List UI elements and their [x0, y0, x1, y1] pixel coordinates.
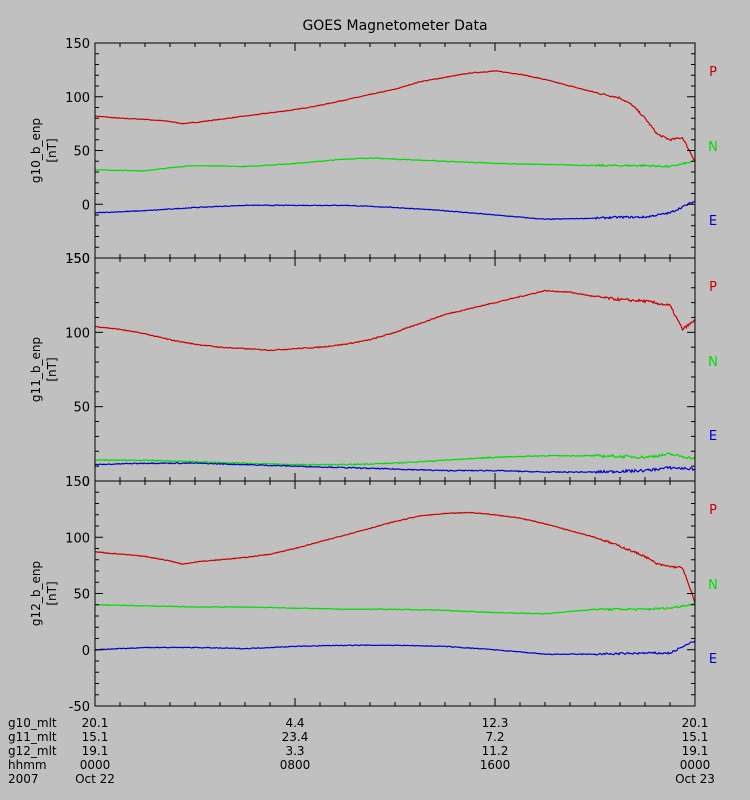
x-tick-label: 4.4 [285, 716, 304, 730]
panel-1-series-e [94, 200, 696, 221]
panel-1-ylabel: g10_b_enp [29, 118, 43, 183]
x-tick-label: Oct 23 [675, 772, 715, 786]
y-tick-label: 0 [82, 644, 90, 659]
panel-3-series-e [94, 640, 696, 656]
legend-e: E [709, 429, 717, 444]
y-tick-label: 150 [65, 475, 90, 490]
y-tick-label: 150 [65, 252, 90, 267]
x-tick-label: 0000 [680, 758, 711, 772]
x-tick-label: 23.4 [282, 730, 309, 744]
panel-3-series-n [94, 602, 696, 615]
x-tick-label: 3.3 [285, 744, 304, 758]
x-tick-label: 20.1 [682, 716, 709, 730]
legend-p: P [709, 280, 717, 295]
panel-2-frame [94, 257, 696, 482]
panel-2-series-e [94, 461, 696, 474]
x-row-label: g10_mlt [8, 716, 57, 730]
x-axis-annotations: g10_mlt 20.1 4.4 12.3 20.1 g11_mlt 15.1 23.4 7.2… [8, 716, 715, 786]
panel-1: -50 0 50 100 150 g10_b_enp [nT] P N E [29, 37, 718, 267]
panel-3-ylabel: g12_b_enp [29, 561, 43, 626]
x-tick-label: 15.1 [82, 730, 109, 744]
y-tick-label: -50 [69, 700, 90, 715]
y-tick-label: 50 [73, 145, 90, 160]
x-tick-label: Oct 22 [75, 772, 115, 786]
panel-1-series-p [94, 70, 696, 162]
x-tick-label: 19.1 [682, 744, 709, 758]
x-row-label: g12_mlt [8, 744, 57, 758]
x-tick-label: 7.2 [485, 730, 504, 744]
panel-2-ylabel: g11_b_enp [29, 337, 43, 402]
legend-n: N [708, 355, 718, 370]
panel-3-yunit: [nT] [45, 581, 59, 605]
x-tick-label: 11.2 [482, 744, 509, 758]
y-tick-label: 100 [65, 326, 90, 341]
legend-e: E [709, 214, 717, 229]
legend-n: N [708, 578, 718, 593]
panel-3-frame [94, 480, 696, 707]
panel-1-series-n [94, 157, 695, 172]
panel-3: -50 0 50 100 150 g12_b_enp [nT] P N E [29, 475, 718, 715]
x-tick-label: 20.1 [82, 716, 109, 730]
x-tick-label: 15.1 [682, 730, 709, 744]
panel-2-yunit: [nT] [45, 357, 59, 381]
panel-1-frame [94, 42, 696, 259]
x-row-label: g11_mlt [8, 730, 57, 744]
y-tick-label: 100 [65, 531, 90, 546]
legend-n: N [708, 140, 718, 155]
x-tick-label: 12.3 [482, 716, 509, 730]
panel-1-yunit: [nT] [45, 138, 59, 162]
y-tick-label: 0 [82, 475, 90, 490]
y-tick-label: 50 [73, 588, 90, 603]
y-tick-label: -50 [69, 252, 90, 267]
x-tick-label: 19.1 [82, 744, 109, 758]
y-tick-label: 100 [65, 91, 90, 106]
legend-p: P [709, 503, 717, 518]
y-tick-label: 50 [73, 401, 90, 416]
x-row-label: 2007 [8, 772, 39, 786]
x-tick-label: 0800 [280, 758, 311, 772]
panel-3-series-p [95, 511, 696, 603]
y-tick-label: 0 [82, 198, 90, 213]
legend-p: P [709, 65, 717, 80]
y-tick-label: 150 [65, 37, 90, 52]
x-tick-label: 1600 [480, 758, 511, 772]
panel-2-series-p [94, 289, 696, 352]
chart-title: GOES Magnetometer Data [302, 18, 487, 34]
panel-2-series-n [94, 452, 696, 467]
x-row-label: hhmm [8, 758, 47, 772]
panel-2: 0 50 100 150 g11_b_enp [nT] P N E [29, 252, 718, 490]
x-tick-label: 0000 [80, 758, 111, 772]
legend-e: E [709, 652, 717, 667]
